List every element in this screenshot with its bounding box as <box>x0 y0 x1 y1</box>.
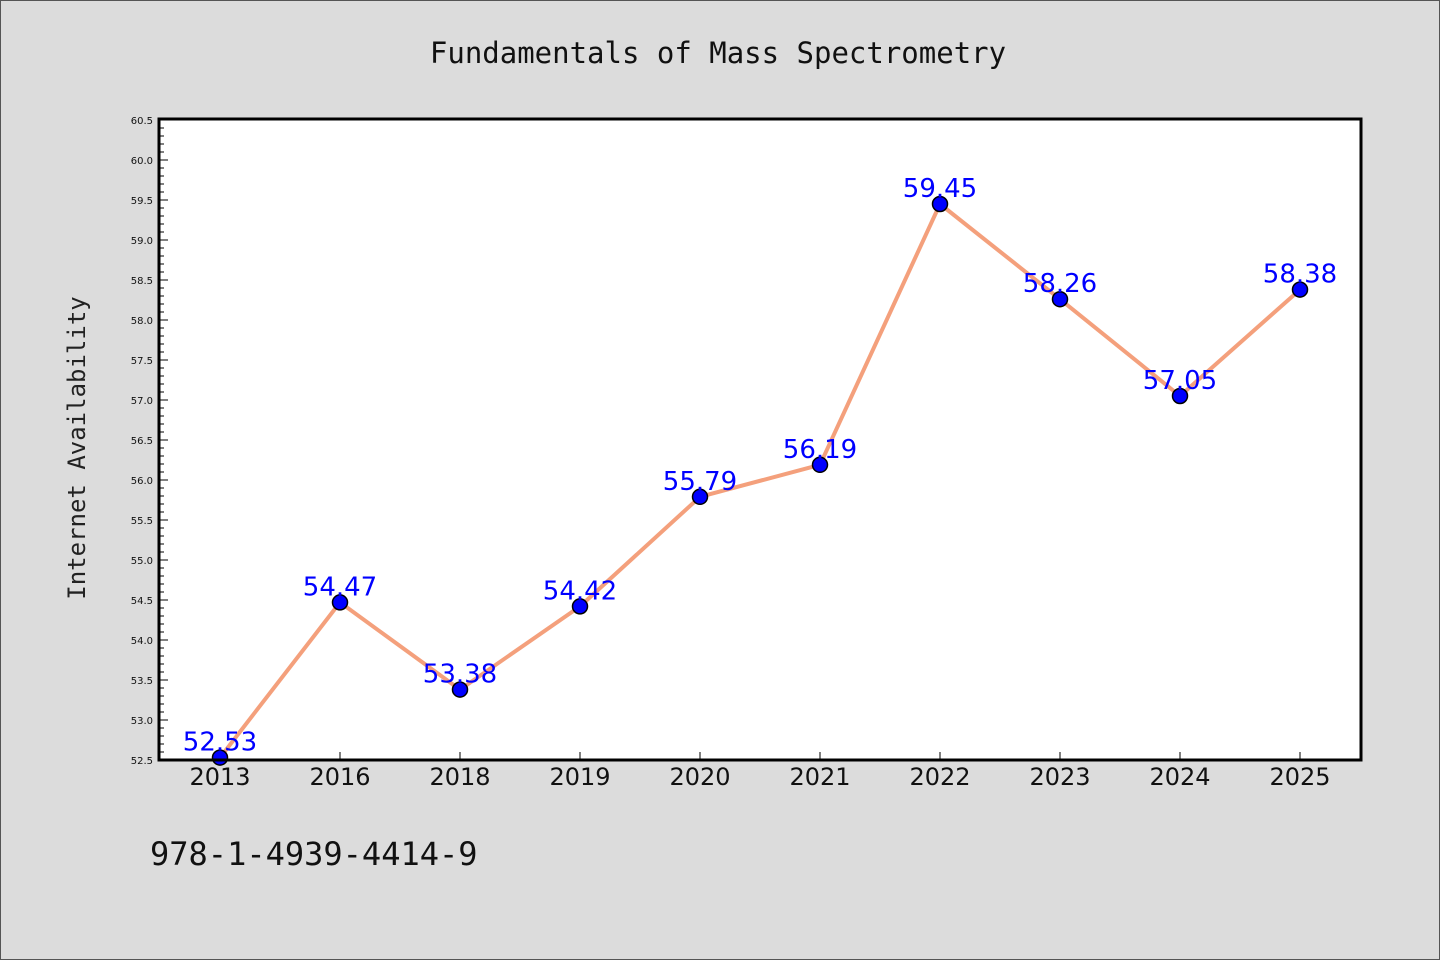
data-label: 53.38 <box>423 660 497 690</box>
y-tick-label: 55.5 <box>131 516 153 527</box>
x-tick-label: 2020 <box>669 763 730 791</box>
x-tick-label: 2021 <box>789 763 850 791</box>
y-tick-label: 56.5 <box>131 436 153 447</box>
series-layer: 52.53 54.47 53.38 54.42 55.79 56.19 59.45 58.26… <box>183 174 1337 766</box>
data-point <box>691 488 709 506</box>
isbn-text: 978-1-4939-4414-9 <box>150 835 478 873</box>
y-tick-label: 56.0 <box>131 476 153 487</box>
y-tick-label: 57.5 <box>131 356 153 367</box>
x-axis: 2013 2016 2018 2019 2020 2021 2022 2023 2024 2025 <box>189 752 1331 791</box>
data-label: 56.19 <box>783 435 857 465</box>
y-tick-label: 58.0 <box>131 316 153 327</box>
data-label: 52.53 <box>183 728 257 758</box>
x-tick-label: 2024 <box>1149 763 1210 791</box>
x-tick-label: 2016 <box>309 763 370 791</box>
data-point <box>931 195 949 213</box>
x-tick-label: 2023 <box>1029 763 1090 791</box>
y-tick-label: 55.0 <box>131 556 153 567</box>
y-tick-label: 60.5 <box>131 116 153 127</box>
y-tick-label: 52.5 <box>131 756 153 767</box>
data-label: 57.05 <box>1143 366 1217 396</box>
data-point <box>1051 290 1069 308</box>
data-point <box>571 598 589 615</box>
y-tick-label: 54.0 <box>131 636 153 647</box>
y-tick-label: 54.5 <box>131 596 153 607</box>
y-tick-label: 53.0 <box>131 716 153 727</box>
series-line <box>218 202 1302 760</box>
data-point <box>331 594 349 611</box>
x-tick-label: 2019 <box>549 763 610 791</box>
data-label: 55.79 <box>663 467 737 497</box>
chart-title: Fundamentals of Mass Spectrometry <box>430 36 1006 70</box>
data-label: 54.42 <box>543 576 617 606</box>
data-label: 58.38 <box>1263 260 1337 290</box>
data-label: 59.45 <box>903 174 977 204</box>
y-tick-label: 57.0 <box>131 396 153 407</box>
y-tick-label: 58.5 <box>131 276 153 287</box>
x-tick-label: 2025 <box>1269 763 1330 791</box>
x-tick-label: 2022 <box>909 763 970 791</box>
data-label: 58.26 <box>1023 269 1097 299</box>
y-tick-label: 60.0 <box>131 156 153 167</box>
y-tick-label: 59.5 <box>131 196 153 207</box>
plot-frame <box>157 117 1363 762</box>
y-axis-label: Internet Availability <box>63 296 91 599</box>
data-point <box>451 681 469 698</box>
plot-area <box>159 119 1361 760</box>
data-label: 54.47 <box>303 572 377 602</box>
data-point <box>1291 281 1309 298</box>
y-tick-label: 59.0 <box>131 236 153 247</box>
x-tick-label: 2018 <box>429 763 490 791</box>
x-tick-label: 2013 <box>189 763 250 791</box>
y-axis: 52.5 53.0 53.5 54.0 54.5 55.0 55.5 56.0 56.5 57.0… <box>131 116 168 767</box>
data-point <box>811 456 829 474</box>
y-tick-label: 53.5 <box>131 676 153 687</box>
data-point <box>1171 387 1189 405</box>
